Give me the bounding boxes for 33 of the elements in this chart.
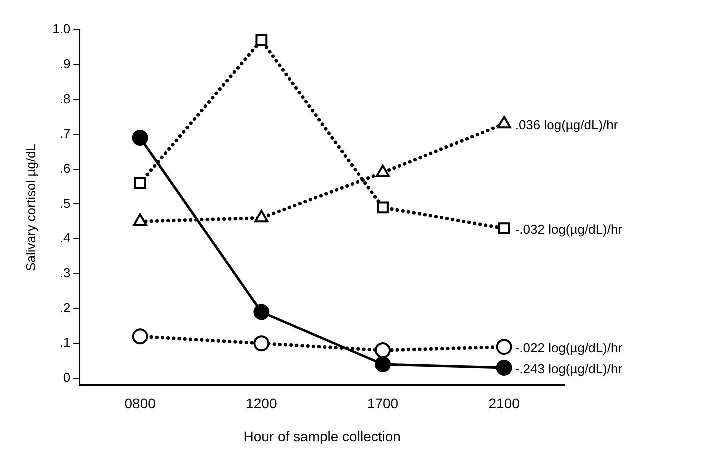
y-tick-label: .8 [60, 91, 71, 106]
y-axis-title: Salivary cortisol µg/dL [23, 144, 38, 272]
point [496, 360, 512, 376]
point [254, 336, 270, 352]
point [377, 202, 389, 214]
x-tick-label: 0800 [124, 396, 156, 412]
point [496, 339, 512, 356]
series-label: .036 log(µg/dL)/hr [515, 118, 619, 133]
y-tick-label: 1.0 [52, 22, 71, 37]
series-label: -.243 log(µg/dL)/hr [515, 362, 624, 377]
point [256, 34, 268, 46]
y-tick-label: .3 [60, 265, 71, 280]
x-tick-label: 1200 [246, 396, 278, 412]
y-tick-label: .5 [60, 196, 71, 211]
x-axis-title: Hour of sample collection [244, 428, 401, 444]
y-tick-label: .1 [60, 335, 71, 350]
point [375, 342, 391, 359]
point [498, 222, 510, 235]
y-tick-label: .2 [60, 300, 71, 316]
x-tick-label: 1700 [367, 396, 399, 412]
point [254, 304, 270, 320]
series-label: -.032 log(µg/dL)/hr [515, 222, 624, 238]
point [375, 356, 391, 372]
point [132, 130, 148, 146]
y-tick-label: .9 [60, 56, 71, 72]
series-label: -.022 log(µg/dL)/hr [515, 340, 624, 356]
y-tick-label: .6 [60, 160, 71, 176]
y-tick-label: 0 [63, 370, 71, 386]
point [132, 328, 148, 345]
y-tick-label: .7 [60, 126, 71, 142]
point [134, 177, 146, 190]
x-tick-label: 2100 [488, 396, 520, 412]
y-tick-label: .4 [60, 230, 71, 246]
